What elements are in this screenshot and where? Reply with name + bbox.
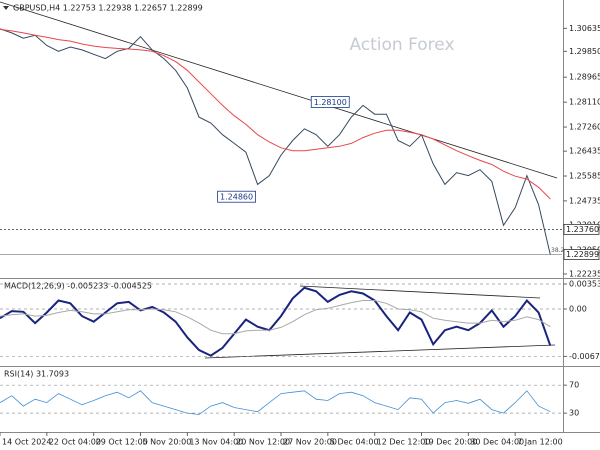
y-tick-label: 1.24735 (569, 196, 600, 205)
x-tick-label: 12 Dec 12:00 (377, 438, 431, 447)
x-tick-label: 13 Nov 04:00 (189, 438, 243, 447)
y-tick-label: 1.25585 (569, 172, 600, 181)
x-tick-label: 20 Nov 12:00 (236, 438, 290, 447)
y-tick-label: 1.28965 (569, 73, 600, 82)
x-tick-label: 5 Nov 20:00 (143, 438, 192, 447)
trend-line (0, 1, 558, 179)
y-tick-label: 1.29850 (569, 47, 600, 56)
series-line (0, 28, 551, 255)
x-tick-label: 14 Oct 2024 (2, 438, 51, 447)
y-tick-label: 1.28110 (569, 98, 600, 107)
series-line (0, 300, 551, 335)
level-label: 1.23760 (566, 225, 599, 234)
y-tick-label: 30 (569, 409, 579, 418)
y-tick-label: -0.006711 (569, 352, 600, 361)
x-tick-label: 7 Jan 12:00 (517, 438, 563, 447)
x-tick-label: 22 Oct 04:00 (49, 438, 101, 447)
panel-title: MACD(12,26,9) -0.005233 -0.004525 (4, 282, 152, 291)
series-line (0, 390, 551, 415)
x-tick-label: 5 Dec 04:00 (330, 438, 379, 447)
panel-title: RSI(14) 31.7093 (4, 370, 69, 379)
level-label-box (563, 249, 600, 260)
trend-line (204, 344, 556, 359)
y-tick-label: 0.003537 (569, 280, 600, 289)
trend-line (299, 285, 541, 299)
level-label: 1.22899 (566, 250, 599, 259)
y-tick-label: 0.00 (569, 305, 587, 314)
annotation-label: 1.28100 (314, 98, 347, 107)
annotation-box (310, 96, 350, 108)
x-tick-label: 27 Nov 20:00 (283, 438, 337, 447)
annotation-label: 1.24860 (220, 193, 253, 202)
y-tick-label: 1.26435 (569, 147, 600, 156)
x-tick-label: 30 Dec 04:00 (470, 438, 524, 447)
watermark: Action Forex (349, 35, 454, 55)
y-tick-label: 1.27260 (569, 123, 600, 132)
y-tick-label: 1.30635 (569, 24, 600, 33)
y-tick-label: 1.22235 (569, 269, 600, 278)
series-line (0, 28, 551, 200)
x-tick-label: 19 Dec 20:00 (424, 438, 478, 447)
y-tick-label: 70 (569, 381, 579, 390)
level-label-box (563, 223, 600, 235)
title-icon (3, 6, 9, 10)
chart-title: GBPUSD,H4 1.22753 1.22938 1.22657 1.2289… (13, 4, 203, 13)
series-line (0, 286, 552, 357)
x-tick-label: 29 Oct 12:00 (96, 438, 148, 447)
annotation-box (217, 190, 256, 203)
fib-label: 38.2 (551, 247, 565, 254)
